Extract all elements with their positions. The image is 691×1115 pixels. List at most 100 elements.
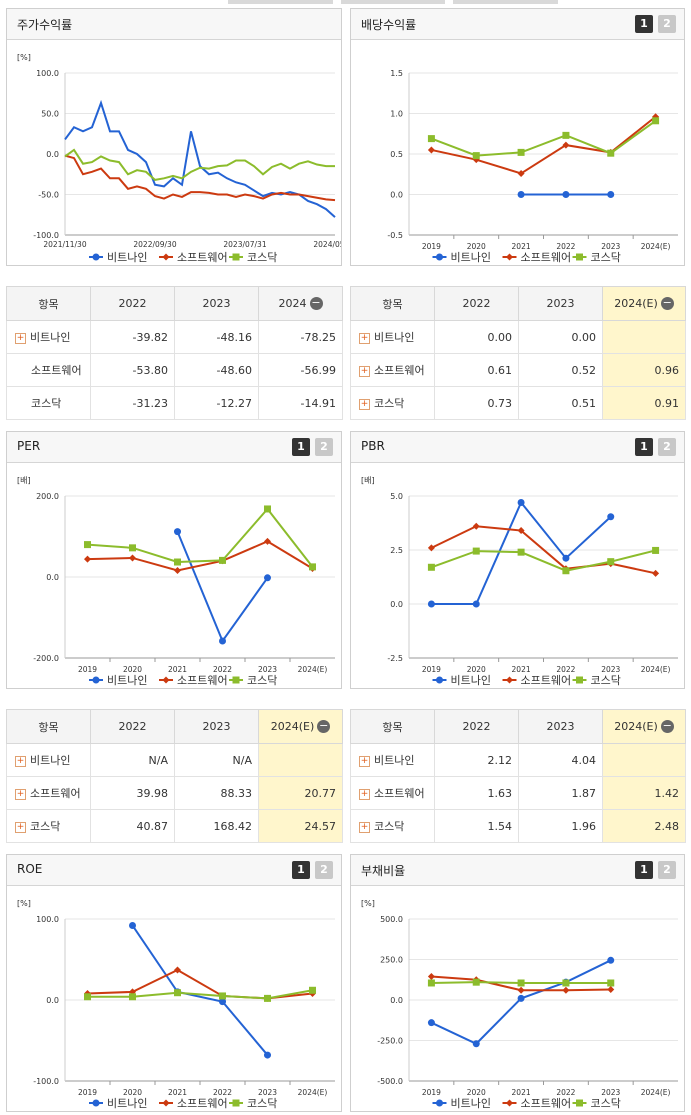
x-tick-label: 2019 [422, 242, 441, 251]
data-point [174, 567, 181, 575]
table-cell: 39.98 [90, 776, 175, 810]
y-tick-label: 100.0 [36, 915, 59, 924]
column-header-label: 항목 [382, 720, 403, 734]
data-point [607, 956, 615, 964]
legend-marker [506, 1099, 513, 1107]
table-cell: -14.91 [258, 386, 343, 420]
data-point [129, 988, 136, 996]
tab-2[interactable]: 2 [315, 438, 333, 456]
expand-icon[interactable]: + [359, 788, 370, 800]
data-point [174, 528, 181, 536]
expand-icon[interactable]: + [359, 821, 370, 833]
expand-icon[interactable]: + [15, 332, 26, 344]
expand-icon[interactable]: + [359, 365, 370, 377]
x-tick-label: 2022 [213, 1088, 232, 1097]
table-cell: 1.96 [518, 809, 603, 843]
unit-label: [%] [361, 899, 375, 908]
data-point [264, 574, 271, 582]
legend-label: 비트나인 [451, 251, 491, 264]
table-cell: 24.57 [258, 809, 343, 843]
tab-2[interactable]: 2 [658, 15, 676, 33]
table-cell [258, 743, 343, 777]
x-tick-label: 2021/11/30 [43, 240, 86, 249]
data-point [174, 989, 181, 997]
series-line [87, 507, 314, 568]
expand-icon[interactable]: + [15, 821, 26, 833]
table-cell: -53.80 [90, 353, 175, 387]
series-line [87, 989, 313, 1000]
legend-label: 비트나인 [107, 674, 147, 687]
table-header-row: 항목 2022 2023 2024− [6, 286, 343, 321]
tab-1[interactable]: 1 [292, 861, 310, 879]
series-line [64, 154, 336, 202]
table-cell: 0.91 [602, 386, 686, 420]
row-label-text: 소프트웨어 [31, 364, 82, 377]
y-tick-label: 0.5 [390, 150, 403, 159]
legend-marker [436, 676, 443, 684]
tab-2[interactable]: 2 [658, 438, 676, 456]
y-tick-label: 0.0 [390, 600, 403, 609]
column-header: 2024(E) − [258, 709, 343, 744]
data-point [264, 537, 271, 545]
y-tick-label: 5.0 [390, 492, 403, 501]
y-tick-label: -250.0 [377, 1037, 403, 1046]
data-point [472, 152, 480, 160]
column-header: 항목 [350, 709, 435, 744]
data-point [652, 117, 660, 125]
legend-label: 소프트웨어 [521, 251, 572, 264]
data-point [427, 563, 435, 571]
tab-1[interactable]: 1 [635, 861, 653, 879]
row-label-text: 비트나인 [30, 754, 71, 767]
series-line [431, 119, 657, 157]
expand-icon[interactable]: + [359, 755, 370, 767]
x-tick-label: 2023 [601, 665, 620, 674]
data-point [219, 998, 226, 1006]
tab-1[interactable]: 1 [292, 438, 310, 456]
table-row: + 코스닥 1.54 1.96 2.48 [350, 809, 686, 843]
x-tick-label: 2022 [556, 1088, 575, 1097]
x-tick-label: 2024(E) [298, 1088, 328, 1097]
expand-icon[interactable]: + [15, 788, 26, 800]
y-tick-label: 0.0 [390, 996, 403, 1005]
collapse-icon[interactable]: − [317, 719, 331, 734]
expand-icon[interactable]: + [359, 398, 370, 410]
debt-ratio-chart: [%] 500.0 250.0 0.0 -250.0 -500.0 2019 2020 2021… [361, 899, 678, 1110]
tab-2[interactable]: 2 [658, 861, 676, 879]
table-row: + 소프트웨어 1.63 1.87 1.42 [350, 776, 686, 810]
collapse-icon[interactable]: − [660, 296, 674, 311]
legend-label: 소프트웨어 [177, 674, 228, 687]
table-header-row: 항목 2022 2023 2024(E) − [350, 709, 686, 744]
column-header-label: 2023 [546, 720, 575, 733]
column-header: 항목 [350, 286, 435, 321]
expand-icon[interactable]: + [15, 755, 26, 767]
data-point [84, 555, 91, 563]
legend-label: 소프트웨어 [521, 674, 572, 687]
collapse-icon[interactable]: − [660, 719, 674, 734]
legend-marker [576, 1099, 583, 1107]
data-point [174, 966, 181, 974]
series-line [64, 148, 335, 181]
table-cell: -39.82 [90, 320, 175, 354]
panel-header: PER 1 2 [7, 432, 341, 463]
column-header-label: 2024(E) [614, 296, 658, 310]
data-point [517, 548, 525, 556]
y-tick-label: 100.0 [36, 69, 59, 78]
data-point [562, 191, 570, 198]
collapse-icon[interactable]: − [309, 296, 323, 311]
stock-return-panel: 주가수익률 [%] 100.0 50.0 0.0 -50.0 -100.0 2021/11/… [6, 8, 342, 266]
dividend-yield-panel: 배당수익률 1 2 1.5 1.0 0.5 0.0 -0.5 2019 2020 2021 20… [350, 8, 685, 266]
tab-1[interactable]: 1 [635, 15, 653, 33]
legend-label: 비트나인 [451, 1097, 491, 1110]
table-cell: N/A [174, 743, 259, 777]
data-point [129, 544, 136, 552]
tab-1[interactable]: 1 [635, 438, 653, 456]
legend-marker [232, 253, 240, 261]
series-line [431, 115, 657, 175]
panel-header: PBR 1 2 [351, 432, 684, 463]
pbr-chart: [배] 5.0 2.5 0.0 -2.5 2019 2020 2021 2022 2023 2024… [361, 476, 678, 687]
legend-marker [162, 1099, 170, 1107]
tab-2[interactable]: 2 [315, 861, 333, 879]
data-point [607, 979, 615, 987]
expand-icon[interactable]: + [359, 332, 370, 344]
